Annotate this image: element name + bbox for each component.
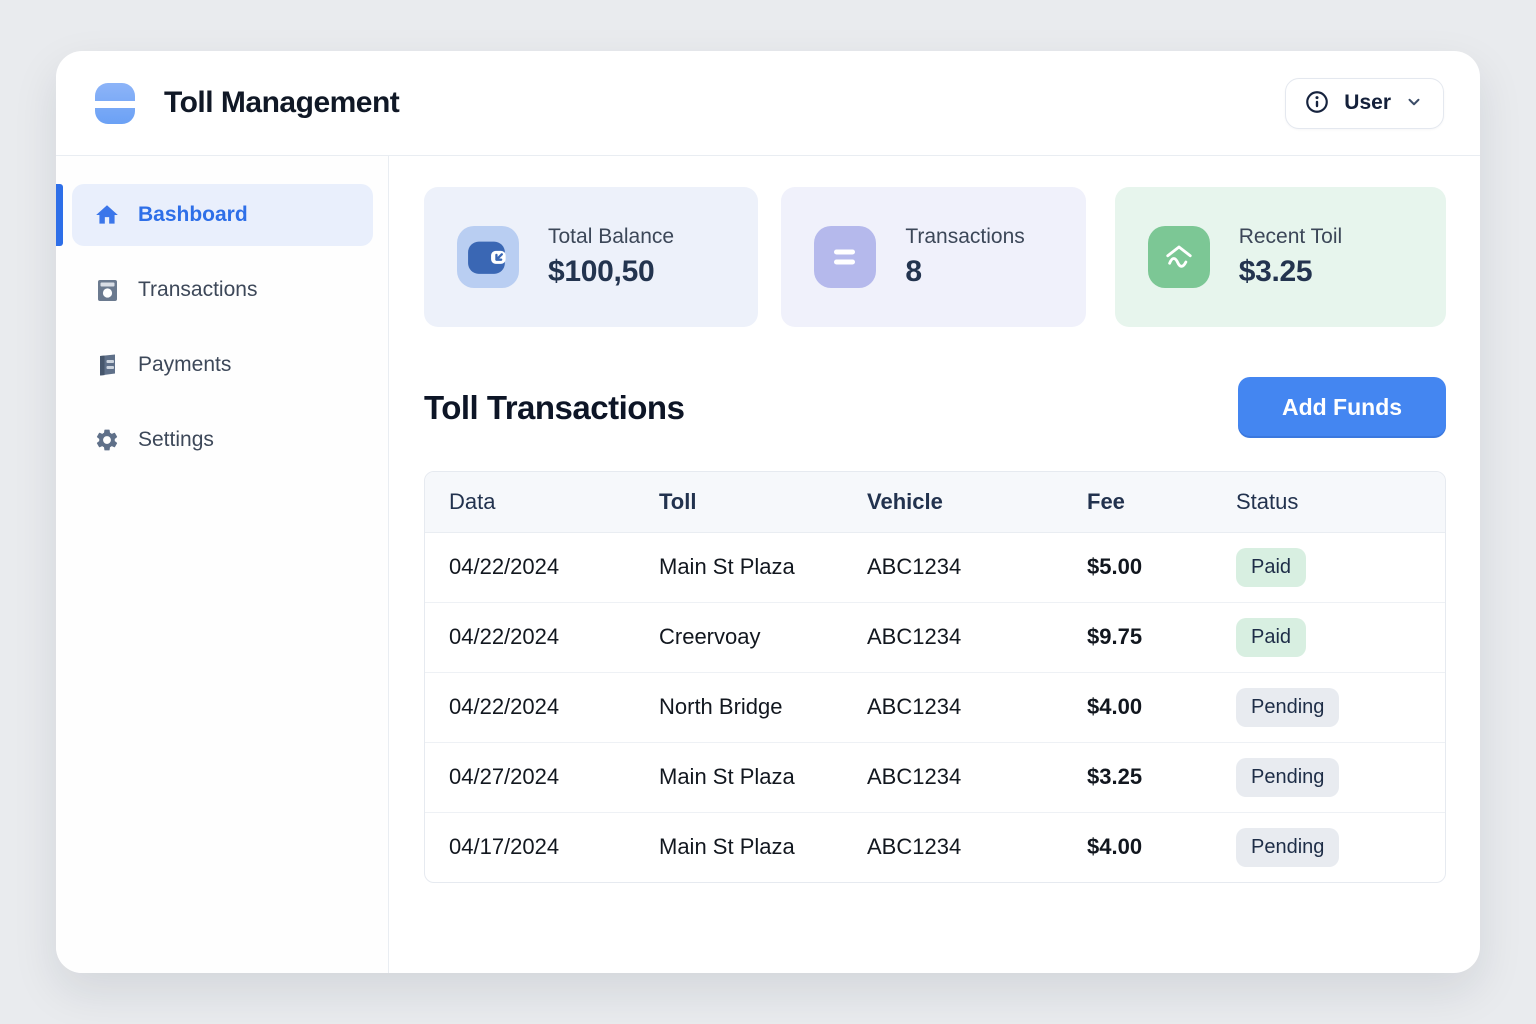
cell-vehicle: ABC1234 [843,601,1063,672]
stat-value: 8 [905,255,922,288]
sidebar-item-settings[interactable]: Settings [72,409,373,471]
status-badge: Paid [1236,547,1307,587]
cell-status: Pending [1212,741,1445,812]
add-funds-button[interactable]: Add Funds [1238,377,1446,438]
app-header: Toll Management User [56,51,1480,156]
user-menu-button[interactable]: User [1285,77,1444,129]
cell-fee: $4.00 [1063,671,1212,742]
stat-label: Recent Toil [1238,225,1343,248]
sidebar-item-label: Payments [138,353,232,376]
section-head: Toll Transactions Add Funds [424,377,1446,438]
cell-date: 04/27/2024 [425,741,635,812]
table-row: 04/27/2024 Main St Plaza ABC1234 $3.25 Pendi… [425,741,1445,812]
column-header-vehicle: Vehicle [843,472,1063,533]
chevron-down-icon [1405,93,1423,114]
cell-status: Paid [1212,601,1445,672]
cell-toll: Main St Plaza [659,554,795,579]
stat-card-transactions: Transactions 8 [781,187,1086,327]
cell-fee: $9.75 [1063,601,1212,672]
cell-status: Paid [1212,532,1445,602]
sidebar: Bashboard Transactions Payments Settings [56,156,389,973]
cell-vehicle: ABC1234 [843,811,1063,882]
column-header-data: Data [425,472,635,533]
home-icon [94,202,120,228]
toll-booth-icon [1147,226,1210,288]
app-logo-icon [95,82,135,124]
sidebar-item-transactions[interactable]: Transactions [72,259,373,321]
app-title: Toll Management [164,86,400,119]
status-badge: Paid [1236,617,1307,657]
cell-fee: $5.00 [1087,554,1143,579]
brand: Toll Management [95,82,400,124]
app-window: Toll Management User Bashboard Transactio… [56,51,1480,973]
cell-fee: $3.25 [1063,741,1212,812]
receipt-icon [94,277,120,303]
table-row: 04/22/2024 Main St Plaza ABC1234 $5.00 Paid [425,532,1445,602]
column-header-fee: Fee [1063,472,1212,533]
sidebar-item-label: Settings [138,428,214,451]
stat-card-total-balance: Total Balance $100,50 [424,187,759,327]
info-icon [1304,89,1330,118]
stat-card-recent-toil: Recent Toil $3.25 [1114,187,1446,327]
cell-status: Pending [1212,811,1445,882]
table-row: 04/17/2024 Main St Plaza ABC1234 $4.00 Pendi… [425,811,1445,882]
active-indicator [56,184,63,246]
transactions-table: Data Toll Vehicle Fee Status 04/22/2024 Main … [424,471,1446,883]
wallet-icon [457,226,519,288]
list-icon [814,226,877,288]
sidebar-item-payments[interactable]: Payments [72,334,373,396]
column-header-toll: Toll [635,472,843,533]
cell-status: Pending [1212,671,1445,742]
table-body: 04/22/2024 Main St Plaza ABC1234 $5.00 Paid 0… [425,532,1445,882]
cell-vehicle: ABC1234 [843,671,1063,742]
sidebar-item-label: Transactions [138,278,258,301]
cell-toll: Main St Plaza [635,741,843,812]
sidebar-item-label: Bashboard [138,203,248,226]
stat-value: $100,50 [548,255,655,288]
cell-date: 04/22/2024 [425,601,635,672]
table-row: 04/22/2024 North Bridge ABC1234 $4.00 Pendin… [425,671,1445,742]
table-header-row: Data Toll Vehicle Fee Status [425,472,1445,533]
status-badge: Pending [1236,827,1340,867]
cell-toll: Main St Plaza [635,811,843,882]
stat-value: $3.25 [1238,255,1313,288]
payments-icon [94,352,120,378]
user-label: User [1344,91,1391,114]
table-row: 04/22/2024 Creervoay ABC1234 $9.75 Paid [425,601,1445,672]
status-badge: Pending [1236,687,1340,727]
section-title: Toll Transactions [424,388,685,426]
cell-toll: Creervoay [635,601,843,672]
column-header-status: Status [1212,472,1445,533]
status-badge: Pending [1236,757,1340,797]
cell-toll: North Bridge [635,671,843,742]
stat-label: Total Balance [548,225,675,248]
stat-cards: Total Balance $100,50 Transactions 8 Recent … [424,187,1446,327]
main-content: Total Balance $100,50 Transactions 8 Recent … [389,156,1480,973]
cell-vehicle: ABC1234 [867,554,962,579]
gear-icon [94,427,120,453]
cell-vehicle: ABC1234 [843,741,1063,812]
cell-date: 04/17/2024 [425,811,635,882]
cell-fee: $4.00 [1063,811,1212,882]
cell-date: 04/22/2024 [449,554,560,579]
cell-date: 04/22/2024 [425,671,635,742]
body-row: Bashboard Transactions Payments Settings To… [56,156,1480,973]
sidebar-item-bashboard[interactable]: Bashboard [56,184,373,246]
stat-label: Transactions [905,225,1025,248]
